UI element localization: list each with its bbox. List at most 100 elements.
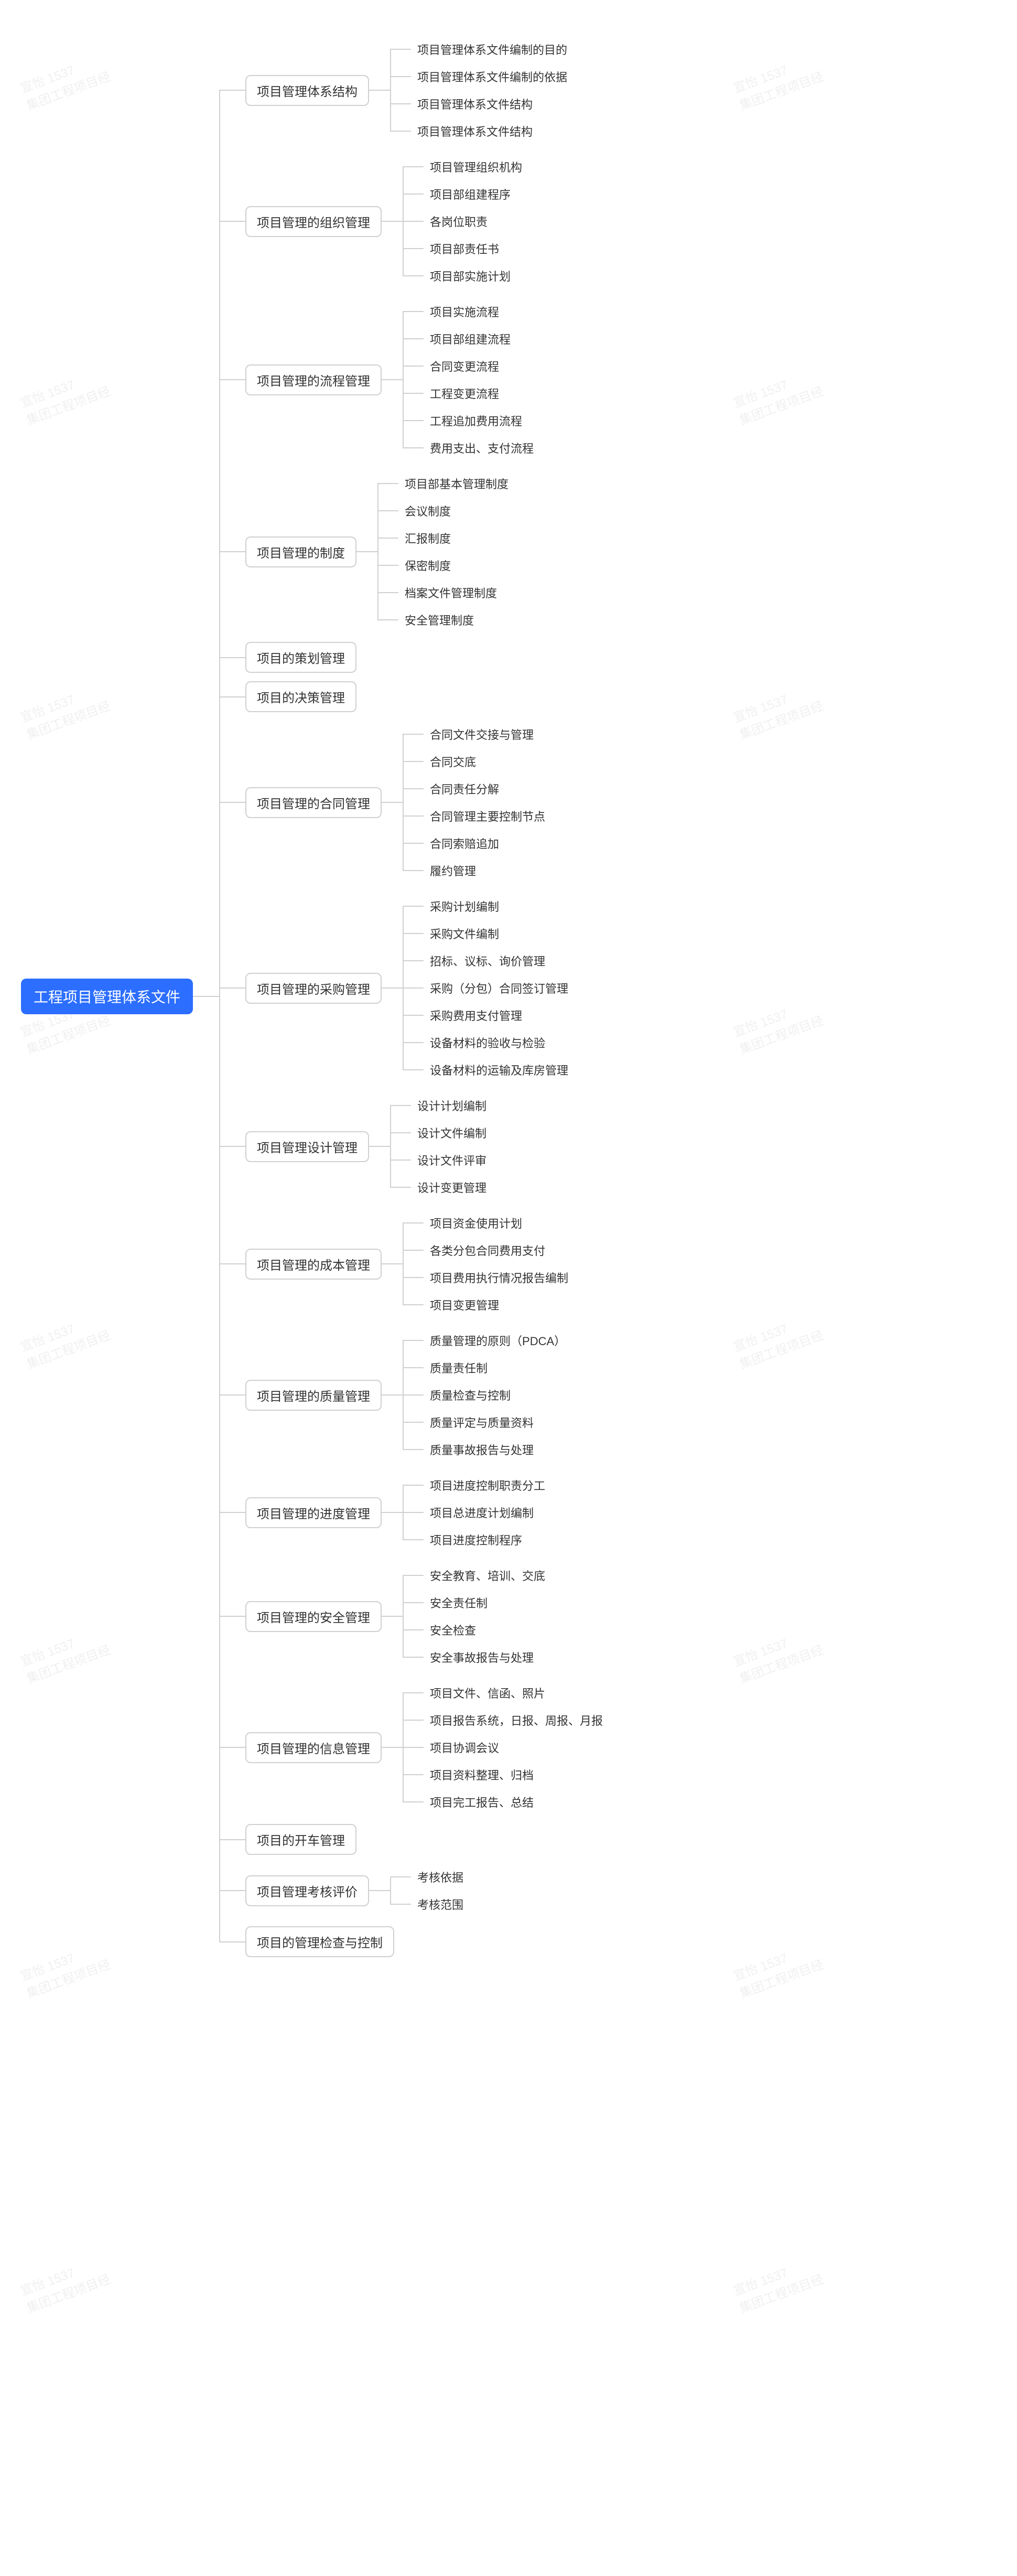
leaf-node[interactable]: 项目部组建程序	[424, 183, 511, 206]
root-node[interactable]: 工程项目管理体系文件	[21, 979, 193, 1014]
leaves-vline	[403, 167, 404, 276]
leaf-node[interactable]: 设备材料的运输及库房管理	[424, 1058, 568, 1081]
branch-content: 项目管理的流程管理 项目实施流程项目部组建流程合同变更流程工程变更流程工程追加费用…	[245, 298, 534, 461]
leaf-row: 安全责任制	[403, 1591, 545, 1614]
leaf-node[interactable]: 安全教育、培训、交底	[424, 1564, 545, 1587]
leaf-node[interactable]: 质量责任制	[424, 1356, 488, 1379]
leaf-node[interactable]: 项目部基本管理制度	[398, 472, 508, 495]
branch-node[interactable]: 项目管理考核评价	[245, 1875, 369, 1906]
leaf-node[interactable]: 安全管理制度	[398, 608, 474, 631]
branch-node[interactable]: 项目管理的信息管理	[245, 1732, 382, 1763]
leaf-node[interactable]: 项目进度控制程序	[424, 1528, 522, 1551]
branch-node[interactable]: 项目管理的成本管理	[245, 1249, 382, 1280]
branch-row: 项目管理的信息管理 项目文件、信函、照片项目报告系统，日报、周报、月报项目协调会议…	[219, 1679, 603, 1816]
leaf-node[interactable]: 质量事故报告与处理	[424, 1438, 534, 1461]
leaf-node[interactable]: 合同交底	[424, 750, 476, 773]
branch-node[interactable]: 项目的决策管理	[245, 681, 356, 712]
leaf-node[interactable]: 费用支出、支付流程	[424, 436, 534, 459]
leaf-node[interactable]: 项目管理体系文件结构	[411, 92, 533, 115]
leaf-node[interactable]: 履约管理	[424, 859, 476, 882]
leaf-node[interactable]: 项目部组建流程	[424, 327, 511, 350]
branch-node[interactable]: 项目管理的安全管理	[245, 1601, 382, 1632]
leaf-node[interactable]: 质量检查与控制	[424, 1383, 511, 1407]
leaf-row: 设计变更管理	[390, 1176, 486, 1199]
leaf-node[interactable]: 项目变更管理	[424, 1293, 499, 1316]
branch-node[interactable]: 项目管理的制度	[245, 536, 356, 567]
leaf-node[interactable]: 质量管理的原则（PDCA）	[424, 1329, 566, 1352]
leaves-wrap: 项目资金使用计划各类分包合同费用支付项目费用执行情况报告编制项目变更管理	[403, 1209, 568, 1318]
leaf-node[interactable]: 各类分包合同费用支付	[424, 1239, 545, 1262]
leaf-node[interactable]: 项目管理组织机构	[424, 155, 522, 178]
branch-node[interactable]: 项目管理设计管理	[245, 1131, 369, 1162]
leaf-node[interactable]: 采购费用支付管理	[424, 1004, 522, 1027]
leaf-node[interactable]: 汇报制度	[398, 527, 451, 550]
leaf-node[interactable]: 工程变更流程	[424, 382, 499, 405]
leaves-column: 项目管理组织机构项目部组建程序各岗位职责项目部责任书项目部实施计划	[403, 153, 522, 289]
branch-content: 项目管理的制度项目部基本管理制度会议制度汇报制度保密制度档案文件管理制度安全管理…	[245, 470, 508, 634]
leaves-column: 项目部基本管理制度会议制度汇报制度保密制度档案文件管理制度安全管理制度	[377, 470, 508, 634]
leaves-vline	[390, 1877, 391, 1904]
branch-row: 项目的管理检查与控制	[219, 1926, 603, 1957]
leaf-node[interactable]: 设计文件编制	[411, 1121, 486, 1144]
leaf-row: 设计文件评审	[390, 1149, 486, 1172]
leaf-node[interactable]: 项目管理体系文件编制的依据	[411, 65, 567, 88]
leaf-node[interactable]: 招标、议标、询价管理	[424, 949, 545, 972]
branch-node[interactable]: 项目管理的流程管理	[245, 364, 382, 395]
branch-content: 项目管理的信息管理 项目文件、信函、照片项目报告系统，日报、周报、月报项目协调会议…	[245, 1679, 603, 1816]
leaf-node[interactable]: 设计变更管理	[411, 1176, 486, 1199]
branch-node[interactable]: 项目管理体系结构	[245, 75, 369, 106]
leaf-node[interactable]: 考核范围	[411, 1893, 463, 1916]
leaf-node[interactable]: 项目总进度计划编制	[424, 1501, 534, 1524]
leaf-node[interactable]: 档案文件管理制度	[398, 581, 497, 604]
leaf-row: 质量管理的原则（PDCA）	[403, 1329, 566, 1352]
leaf-node[interactable]: 合同责任分解	[424, 777, 499, 800]
leaf-row: 设备材料的验收与检验	[403, 1031, 568, 1054]
leaf-node[interactable]: 合同管理主要控制节点	[424, 804, 545, 828]
branch-content: 项目的开车管理	[245, 1824, 356, 1855]
leaf-node[interactable]: 项目资金使用计划	[424, 1211, 522, 1235]
leaf-node[interactable]: 项目部责任书	[424, 237, 499, 260]
leaf-node[interactable]: 安全责任制	[424, 1591, 488, 1614]
leaf-node[interactable]: 工程追加费用流程	[424, 409, 522, 432]
branch-node[interactable]: 项目管理的质量管理	[245, 1380, 382, 1411]
branch-node[interactable]: 项目管理的组织管理	[245, 206, 382, 237]
leaf-node[interactable]: 采购（分包）合同签订管理	[424, 976, 568, 1000]
leaf-row: 采购（分包）合同签订管理	[403, 976, 568, 1000]
leaf-node[interactable]: 设计计划编制	[411, 1094, 486, 1117]
branch-node[interactable]: 项目管理的采购管理	[245, 973, 382, 1004]
leaf-node[interactable]: 项目费用执行情况报告编制	[424, 1266, 568, 1289]
leaf-node[interactable]: 各岗位职责	[424, 210, 488, 233]
leaf-node[interactable]: 项目部实施计划	[424, 264, 511, 287]
leaf-node[interactable]: 项目实施流程	[424, 300, 499, 323]
leaf-row: 质量评定与质量资料	[403, 1411, 566, 1434]
leaf-node[interactable]: 项目完工报告、总结	[424, 1790, 534, 1813]
branch-node[interactable]: 项目的开车管理	[245, 1824, 356, 1855]
leaf-node[interactable]: 项目管理体系文件编制的目的	[411, 38, 567, 61]
leaf-node[interactable]: 考核依据	[411, 1865, 463, 1888]
leaves-wrap: 质量管理的原则（PDCA） 质量责任制质量检查与控制质量评定与质量资料质量事故报告…	[403, 1327, 566, 1463]
leaf-node[interactable]: 项目管理体系文件结构	[411, 120, 533, 143]
leaf-node[interactable]: 保密制度	[398, 554, 451, 577]
leaf-node[interactable]: 质量评定与质量资料	[424, 1411, 534, 1434]
leaf-node[interactable]: 项目报告系统，日报、周报、月报	[424, 1709, 603, 1732]
branch-node[interactable]: 项目的管理检查与控制	[245, 1926, 394, 1957]
leaf-node[interactable]: 项目协调会议	[424, 1736, 499, 1759]
branch-row: 项目管理的合同管理 合同文件交接与管理合同交底合同责任分解合同管理主要控制节点合同…	[219, 721, 603, 884]
branch-node[interactable]: 项目管理的进度管理	[245, 1497, 382, 1528]
leaf-node[interactable]: 合同文件交接与管理	[424, 723, 534, 746]
leaf-node[interactable]: 项目文件、信函、照片	[424, 1681, 545, 1704]
leaf-node[interactable]: 安全事故报告与处理	[424, 1646, 534, 1669]
leaf-node[interactable]: 采购计划编制	[424, 895, 499, 918]
leaf-node[interactable]: 合同索赔追加	[424, 832, 499, 855]
leaf-node[interactable]: 采购文件编制	[424, 922, 499, 945]
leaf-node[interactable]: 设备材料的验收与检验	[424, 1031, 545, 1054]
branch-node[interactable]: 项目的策划管理	[245, 642, 356, 673]
leaf-node[interactable]: 项目资料整理、归档	[424, 1763, 534, 1786]
leaf-node[interactable]: 会议制度	[398, 499, 451, 522]
leaf-row: 项目文件、信函、照片	[403, 1681, 603, 1704]
branch-node[interactable]: 项目管理的合同管理	[245, 787, 382, 818]
leaf-node[interactable]: 项目进度控制职责分工	[424, 1474, 545, 1497]
leaf-node[interactable]: 合同变更流程	[424, 355, 499, 378]
leaf-node[interactable]: 设计文件评审	[411, 1149, 486, 1172]
leaf-node[interactable]: 安全检查	[424, 1618, 476, 1641]
